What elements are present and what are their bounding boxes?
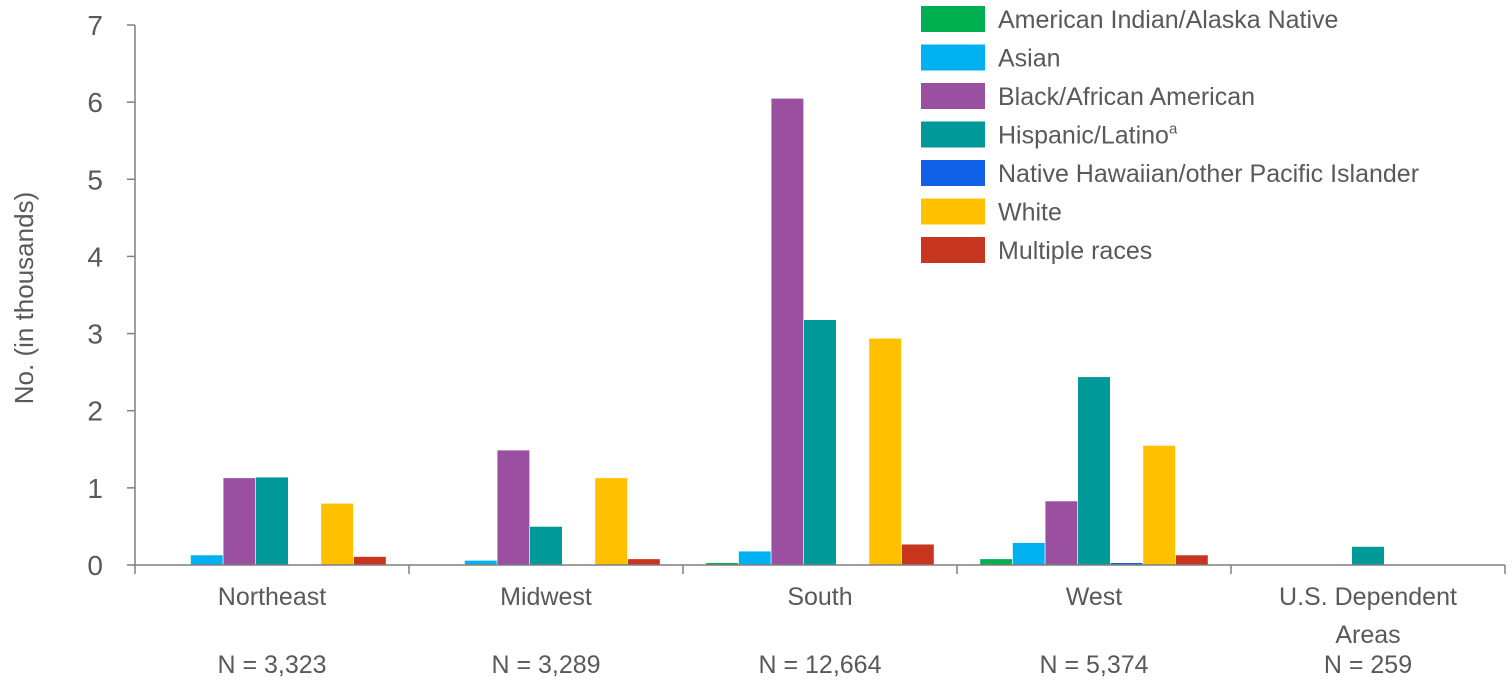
bar bbox=[1175, 554, 1209, 566]
legend-label: Asian bbox=[998, 45, 1061, 73]
bar bbox=[738, 550, 772, 566]
x-tick-label: Midwest bbox=[500, 583, 592, 611]
bar bbox=[1077, 376, 1111, 566]
bar bbox=[255, 476, 289, 566]
bar bbox=[529, 526, 563, 566]
legend-label: Hispanic/Latinoa bbox=[998, 121, 1178, 150]
x-axis: Northeast N = 3,323 Midwest N = 3,289 South N… bbox=[134, 564, 1506, 679]
bar bbox=[979, 558, 1013, 566]
legend-swatch bbox=[921, 44, 985, 71]
bar bbox=[594, 477, 628, 566]
legend-label: White bbox=[998, 199, 1062, 227]
bar bbox=[1044, 500, 1078, 566]
y-tick-label: 2 bbox=[87, 396, 103, 427]
legend-swatch bbox=[921, 237, 985, 263]
legend-swatch bbox=[921, 198, 985, 225]
legend-swatch bbox=[921, 6, 985, 32]
bar bbox=[190, 554, 224, 566]
y-axis: 0 1 2 3 4 5 6 7 bbox=[87, 10, 136, 581]
legend-label: Multiple races bbox=[998, 237, 1152, 265]
y-tick-label: 1 bbox=[87, 473, 103, 504]
y-tick-label: 4 bbox=[87, 241, 103, 272]
category-n-label: N = 12,664 bbox=[758, 651, 881, 679]
bar bbox=[770, 97, 804, 566]
x-tick-label: U.S. Dependent Areas bbox=[1279, 583, 1457, 649]
bars bbox=[157, 97, 1450, 566]
category-n-label: N = 3,289 bbox=[491, 651, 600, 679]
bar bbox=[1012, 542, 1046, 566]
bar bbox=[868, 337, 902, 566]
bar bbox=[803, 319, 837, 566]
bar bbox=[1351, 546, 1385, 566]
bar bbox=[627, 558, 661, 566]
x-tick-label: West bbox=[1066, 583, 1123, 611]
x-tick-label: South bbox=[787, 583, 852, 611]
y-axis-title: No. (in thousands) bbox=[9, 192, 39, 404]
category-n-label: N = 3,323 bbox=[217, 651, 326, 679]
y-tick-label: 6 bbox=[87, 87, 103, 118]
bar bbox=[320, 502, 354, 566]
category-n-label: N = 5,374 bbox=[1039, 651, 1148, 679]
bar bbox=[1142, 445, 1176, 566]
legend-label: Black/African American bbox=[998, 83, 1255, 111]
y-tick-label: 0 bbox=[87, 550, 103, 581]
y-tick-label: 5 bbox=[87, 164, 103, 195]
category-n-label: N = 259 bbox=[1324, 651, 1412, 679]
x-tick-label: Northeast bbox=[218, 583, 326, 611]
legend-swatch bbox=[921, 160, 985, 186]
legend: American Indian/Alaska Native Asian Black/… bbox=[921, 6, 1419, 265]
y-tick-label: 7 bbox=[87, 10, 103, 41]
bar bbox=[353, 556, 387, 566]
bar bbox=[496, 449, 531, 566]
legend-label: Native Hawaiian/other Pacific Islander bbox=[998, 160, 1419, 188]
bar bbox=[222, 477, 257, 566]
legend-label: American Indian/Alaska Native bbox=[998, 6, 1338, 34]
legend-swatch bbox=[921, 83, 985, 109]
y-tick-label: 3 bbox=[87, 319, 103, 350]
legend-swatch bbox=[921, 121, 985, 148]
bar bbox=[901, 543, 935, 566]
